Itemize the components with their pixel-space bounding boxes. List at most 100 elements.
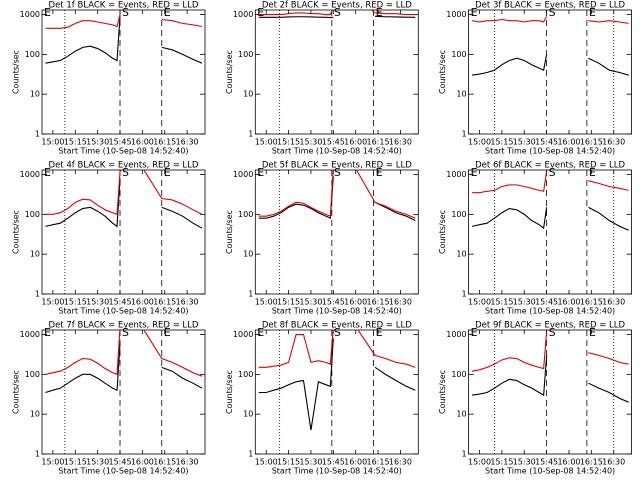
x-tick-label: 15:45 bbox=[108, 138, 131, 147]
y-tick-label: 1000 bbox=[233, 330, 253, 339]
y-axis-label: Counts/sec bbox=[438, 50, 447, 94]
y-tick-label: 10 bbox=[30, 410, 40, 419]
y-tick-label: 1 bbox=[462, 290, 467, 299]
flag-label: E bbox=[257, 166, 264, 179]
plot-frame bbox=[41, 329, 206, 455]
series-line bbox=[472, 171, 629, 194]
x-tick-label: 15:00 bbox=[468, 458, 491, 467]
x-tick-label: 15:30 bbox=[513, 458, 536, 467]
x-axis-label: Start Time (10-Sep-08 14:52:40) bbox=[485, 147, 615, 156]
x-tick-label: 15:30 bbox=[86, 458, 109, 467]
x-tick-label: 15:00 bbox=[468, 138, 491, 147]
x-tick-label: 15:45 bbox=[322, 138, 345, 147]
panel: Det 1f BLACK = Events, RED = LLD 1 10 100 10… bbox=[12, 1, 206, 156]
chart-title: Det 5f BLACK = Events, RED = LLD bbox=[262, 161, 412, 171]
x-tick-label: 16:30 bbox=[602, 298, 625, 307]
flag-label: E bbox=[471, 166, 478, 179]
flag-label: E bbox=[376, 326, 383, 339]
flag-label: S bbox=[549, 326, 556, 339]
x-tick-label: 16:15 bbox=[367, 138, 390, 147]
y-tick-label: 10 bbox=[243, 250, 253, 259]
series-line bbox=[258, 10, 416, 16]
plot-frame bbox=[468, 169, 633, 295]
flag-label: S bbox=[549, 6, 556, 19]
flag-label: E bbox=[44, 326, 51, 339]
plot-frame bbox=[254, 329, 419, 455]
y-tick-label: 1000 bbox=[20, 170, 40, 179]
y-tick-label: 10 bbox=[456, 250, 466, 259]
y-tick-label: 100 bbox=[238, 210, 253, 219]
y-tick-label: 1000 bbox=[446, 170, 466, 179]
panel: Det 5f BLACK = Events, RED = LLD 1 10 100 10… bbox=[225, 161, 419, 316]
series-line bbox=[258, 330, 416, 368]
chart-title: Det 6f BLACK = Events, RED = LLD bbox=[475, 161, 625, 171]
series-line bbox=[45, 16, 203, 64]
y-tick-label: 1 bbox=[248, 130, 253, 139]
x-tick-label: 15:15 bbox=[277, 298, 300, 307]
panel: Det 3f BLACK = Events, RED = LLD 1 10 100 10… bbox=[438, 1, 633, 156]
series-line bbox=[258, 176, 416, 222]
x-tick-label: 16:00 bbox=[557, 458, 580, 467]
x-tick-label: 16:15 bbox=[580, 458, 603, 467]
y-tick-label: 1000 bbox=[446, 330, 466, 339]
series-line bbox=[258, 15, 416, 19]
flag-label: S bbox=[122, 6, 129, 19]
flag-label: E bbox=[164, 6, 171, 19]
x-tick-label: 15:15 bbox=[64, 298, 87, 307]
x-tick-label: 15:45 bbox=[322, 458, 345, 467]
plot-frame bbox=[468, 329, 633, 455]
x-tick-label: 15:30 bbox=[513, 298, 536, 307]
x-tick-label: 16:15 bbox=[367, 298, 390, 307]
flag-label: E bbox=[376, 6, 383, 19]
x-tick-label: 16:00 bbox=[344, 298, 367, 307]
x-tick-label: 15:15 bbox=[490, 298, 513, 307]
x-tick-label: 15:45 bbox=[322, 298, 345, 307]
y-axis-label: Counts/sec bbox=[438, 370, 447, 414]
y-tick-label: 1 bbox=[35, 450, 40, 459]
x-tick-label: 15:00 bbox=[255, 298, 278, 307]
series-line bbox=[471, 54, 629, 76]
y-axis-label: Counts/sec bbox=[12, 50, 21, 94]
x-tick-label: 15:15 bbox=[277, 458, 300, 467]
y-axis-label: Counts/sec bbox=[225, 370, 234, 414]
plot-frame bbox=[41, 169, 206, 295]
x-tick-label: 15:30 bbox=[299, 298, 322, 307]
series-line bbox=[45, 178, 203, 229]
y-tick-label: 10 bbox=[456, 90, 466, 99]
plot-frame bbox=[254, 9, 419, 135]
series-line bbox=[471, 355, 629, 403]
y-tick-label: 10 bbox=[456, 410, 466, 419]
x-tick-label: 15:45 bbox=[535, 298, 558, 307]
x-axis-label: Start Time (10-Sep-08 14:52:40) bbox=[485, 467, 615, 476]
x-tick-label: 15:45 bbox=[535, 458, 558, 467]
x-tick-label: 15:00 bbox=[255, 458, 278, 467]
y-tick-label: 1000 bbox=[233, 170, 253, 179]
x-tick-label: 15:00 bbox=[468, 298, 491, 307]
x-tick-label: 16:15 bbox=[367, 458, 390, 467]
flag-label: E bbox=[164, 326, 171, 339]
x-tick-label: 15:00 bbox=[41, 458, 64, 467]
panel: Det 7f BLACK = Events, RED = LLD 1 10 100 10… bbox=[12, 321, 206, 476]
panel: Det 4f BLACK = Events, RED = LLD 1 10 100 10… bbox=[12, 161, 206, 316]
x-tick-label: 16:15 bbox=[580, 298, 603, 307]
flag-label: S bbox=[334, 6, 341, 19]
y-tick-label: 100 bbox=[451, 370, 466, 379]
chart-title: Det 2f BLACK = Events, RED = LLD bbox=[262, 1, 412, 11]
y-tick-label: 1000 bbox=[233, 10, 253, 19]
x-tick-label: 15:30 bbox=[86, 298, 109, 307]
y-tick-label: 100 bbox=[238, 50, 253, 59]
chart-title: Det 4f BLACK = Events, RED = LLD bbox=[49, 161, 199, 171]
y-tick-label: 100 bbox=[451, 50, 466, 59]
flag-label: E bbox=[164, 166, 171, 179]
flag-label: S bbox=[549, 166, 556, 179]
plot-frame bbox=[41, 9, 206, 135]
chart-title: Det 9f BLACK = Events, RED = LLD bbox=[475, 321, 625, 331]
x-tick-label: 16:15 bbox=[153, 138, 176, 147]
chart-title: Det 7f BLACK = Events, RED = LLD bbox=[49, 321, 199, 331]
flag-label: E bbox=[589, 326, 596, 339]
x-tick-label: 15:30 bbox=[86, 138, 109, 147]
x-tick-label: 16:30 bbox=[176, 458, 199, 467]
x-tick-label: 16:30 bbox=[389, 458, 412, 467]
